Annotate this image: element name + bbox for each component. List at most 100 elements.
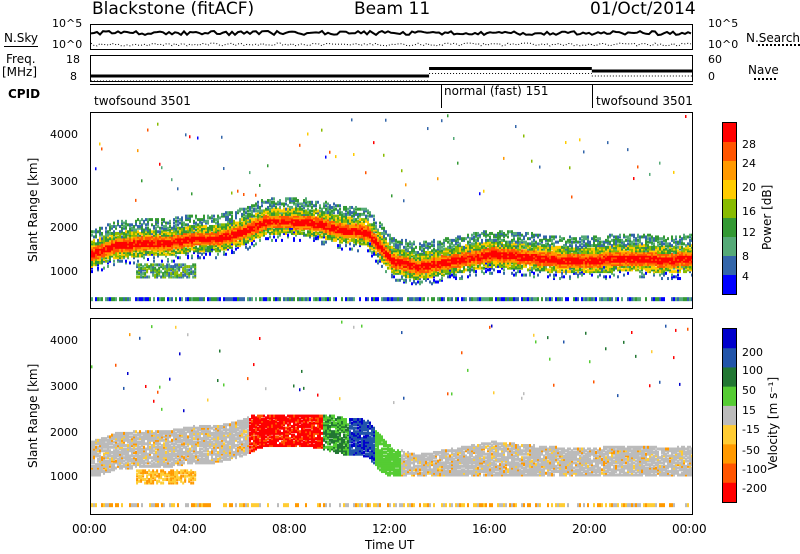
power-cell (247, 228, 249, 232)
power-cell (409, 275, 411, 279)
power-cell (123, 252, 125, 256)
power-cell (401, 249, 403, 253)
power-cell (271, 209, 273, 213)
power-cell (475, 256, 477, 260)
power-cell (331, 235, 333, 239)
power-cell (179, 218, 181, 222)
power-cell (117, 244, 119, 248)
power-cell (497, 245, 499, 249)
power-cell (375, 297, 377, 302)
power-cell (357, 231, 359, 235)
power-cell (219, 240, 221, 244)
power-cell (581, 254, 583, 258)
power-cell (303, 221, 305, 225)
power-cell (343, 225, 345, 229)
power-cell (333, 231, 335, 235)
power-cell (469, 270, 471, 274)
power-cell (319, 219, 321, 223)
power-cell (343, 226, 345, 230)
power-cell (365, 207, 367, 211)
power-cell (177, 226, 179, 230)
power-cell (313, 218, 315, 222)
power-cell (371, 231, 373, 235)
power-cell (295, 204, 297, 208)
power-cell (579, 257, 581, 261)
power-cell (283, 297, 285, 302)
power-cell (337, 233, 339, 237)
power-cell (407, 249, 409, 253)
power-cell (553, 242, 555, 246)
power-cell (135, 223, 137, 227)
power-cell (521, 261, 523, 265)
power-cell (247, 214, 249, 218)
power-cell (121, 254, 123, 258)
power-cell (101, 240, 103, 244)
power-cell (303, 211, 305, 215)
power-cell (163, 230, 165, 234)
power-cell (445, 263, 447, 267)
power-cell (143, 235, 145, 239)
power-cell (381, 226, 383, 230)
power-cell (597, 251, 599, 255)
power-cell (581, 245, 583, 249)
power-cell (99, 297, 101, 302)
power-cell (173, 231, 175, 235)
power-cell (193, 221, 195, 225)
power-cell (417, 252, 419, 256)
power-cell (293, 219, 295, 223)
power-cell (593, 261, 595, 265)
power-cell (481, 244, 483, 248)
power-cell (121, 237, 123, 241)
power-cell (391, 256, 393, 260)
power-cell (97, 266, 99, 270)
power-cell (289, 230, 291, 234)
power-cell (405, 270, 407, 274)
power-cell (517, 261, 519, 265)
power-cell (141, 237, 143, 241)
power-cell (591, 249, 593, 253)
power-cell (461, 254, 463, 258)
power-cell (505, 261, 507, 265)
power-cell (175, 225, 177, 229)
power-cell (427, 256, 429, 260)
power-cell (445, 259, 447, 263)
power-cell (153, 259, 155, 263)
power-cell (91, 251, 93, 255)
power-cell (485, 259, 487, 263)
power-cell (503, 254, 505, 258)
power-cell (181, 225, 183, 229)
power-cell (109, 251, 111, 255)
power-cell (163, 244, 165, 248)
power-cell (149, 240, 151, 244)
power-cell (181, 297, 183, 302)
power-cell (461, 257, 463, 261)
power-cell (521, 266, 523, 270)
power-cell (225, 237, 227, 241)
power-cell (587, 297, 589, 302)
power-cell (553, 256, 555, 260)
power-cell (327, 216, 329, 220)
power-cell (181, 245, 183, 249)
power-cell (387, 263, 389, 267)
power-cell (577, 247, 579, 251)
power-cell (129, 235, 131, 239)
power-cell (315, 237, 317, 241)
power-cell (359, 242, 361, 246)
power-cell (169, 249, 171, 253)
power-cell (157, 244, 159, 248)
power-cell (311, 230, 313, 234)
power-cell (339, 228, 341, 232)
power-cell (597, 263, 599, 267)
power-cell (275, 212, 277, 216)
power-cell (371, 240, 373, 244)
power-cell (305, 202, 307, 206)
power-cell (433, 278, 435, 282)
power-cell (277, 207, 279, 211)
power-cell (95, 247, 97, 251)
power-cell (519, 270, 521, 274)
power-cell (275, 205, 277, 209)
power-cell (95, 242, 97, 246)
power-cell (305, 200, 307, 204)
power-cell (295, 219, 297, 223)
power-cell (227, 219, 229, 223)
